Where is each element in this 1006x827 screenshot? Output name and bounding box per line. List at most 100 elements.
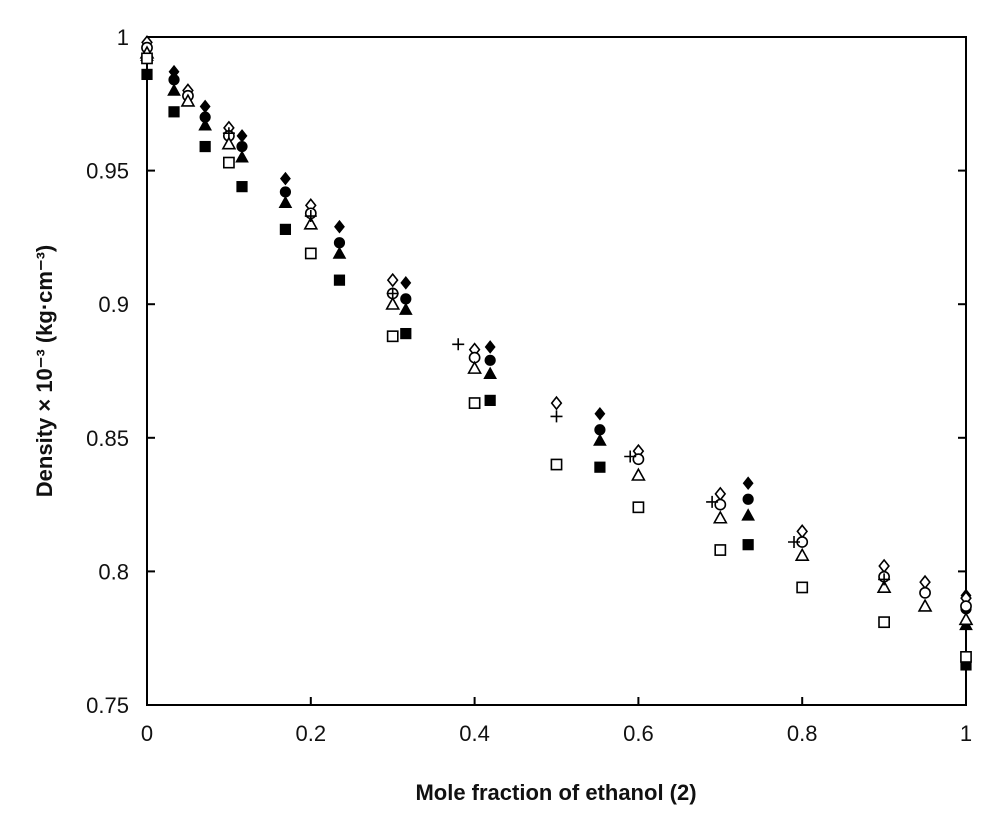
- data-point-open-triangle: [180, 93, 196, 107]
- data-point-filled-square: [484, 394, 496, 406]
- data-point-filled-circle: [236, 140, 248, 153]
- data-point-open-triangle: [917, 598, 933, 612]
- data-point-filled-circle: [484, 354, 496, 366]
- data-point-open-square: [141, 52, 153, 65]
- x-axis-title: Mole fraction of ethanol (2): [415, 780, 696, 805]
- data-point-open-diamond: [796, 524, 809, 539]
- data-point-open-triangle: [631, 467, 646, 481]
- x-tick-label: 0: [141, 721, 153, 746]
- data-points: [139, 35, 974, 671]
- data-point-filled-square: [333, 274, 346, 286]
- x-tick-label: 0.6: [623, 721, 654, 746]
- y-tick-label: 1: [117, 25, 129, 50]
- series-filled-circle: [141, 42, 972, 615]
- series-open-circle: [141, 41, 972, 613]
- data-point-open-triangle: [794, 547, 810, 561]
- data-point-filled-diamond: [199, 99, 211, 114]
- data-point-open-square: [878, 616, 890, 629]
- data-point-open-square: [468, 397, 481, 409]
- y-axis-ticks: 0.75 0.8 0.85 0.9 0.95 1: [86, 25, 966, 718]
- data-point-filled-square: [199, 140, 211, 153]
- y-tick-label: 0.85: [86, 426, 129, 451]
- data-point-filled-circle: [742, 493, 754, 505]
- x-axis-ticks: 0 0.2 0.4 0.6 0.8 1: [141, 697, 972, 746]
- data-point-plus: [624, 450, 637, 463]
- data-point-filled-square: [236, 181, 248, 193]
- y-axis-title: Density × 10⁻³ (kg·cm⁻³): [32, 245, 57, 497]
- data-point-plus: [386, 287, 399, 300]
- data-point-open-triangle: [467, 360, 482, 374]
- data-point-open-circle: [714, 498, 727, 511]
- plot-area: [146, 36, 967, 706]
- series-open-diamond: [141, 35, 972, 606]
- data-point-plus: [304, 210, 317, 223]
- data-point-open-triangle: [385, 296, 401, 310]
- data-point-open-triangle: [712, 510, 728, 524]
- data-point-plus: [878, 573, 891, 586]
- data-point-open-diamond: [550, 395, 563, 411]
- x-tick-label: 0.4: [459, 721, 490, 746]
- data-point-open-square: [223, 156, 235, 169]
- data-point-filled-square: [742, 539, 754, 551]
- data-point-open-diamond: [878, 558, 890, 574]
- x-tick-label: 0.8: [787, 721, 818, 746]
- y-tick-label: 0.9: [98, 292, 129, 317]
- series-open-square: [141, 52, 972, 663]
- data-point-filled-circle: [333, 237, 346, 249]
- data-point-open-triangle: [876, 579, 892, 594]
- data-point-plus: [452, 338, 465, 351]
- series-filled-square: [141, 68, 972, 671]
- series-open-triangle: [139, 45, 974, 626]
- data-point-open-diamond: [714, 486, 727, 502]
- data-point-filled-diamond: [279, 171, 291, 186]
- data-point-filled-diamond: [594, 406, 606, 421]
- data-point-filled-triangle: [741, 508, 755, 521]
- data-point-filled-triangle: [593, 433, 607, 446]
- data-point-open-triangle: [221, 136, 237, 150]
- data-point-plus: [550, 410, 563, 423]
- data-point-filled-diamond: [742, 476, 754, 491]
- data-point-plus: [706, 495, 719, 508]
- data-point-filled-triangle: [235, 150, 249, 163]
- series-filled-triangle: [140, 48, 973, 631]
- data-point-open-triangle: [958, 611, 974, 626]
- data-point-filled-circle: [400, 293, 412, 305]
- y-tick-label: 0.75: [86, 693, 129, 718]
- data-point-filled-square: [168, 106, 180, 118]
- data-point-filled-circle: [168, 74, 180, 86]
- data-point-open-square: [796, 581, 809, 594]
- data-point-open-triangle: [303, 216, 319, 230]
- data-point-open-circle: [960, 600, 972, 613]
- series-plus: [222, 127, 891, 586]
- data-point-filled-triangle: [198, 118, 212, 131]
- data-point-filled-triangle: [167, 83, 181, 96]
- data-point-open-square: [960, 651, 972, 663]
- data-point-plus: [788, 536, 801, 549]
- x-tick-label: 0.2: [296, 721, 327, 746]
- data-point-open-square: [714, 544, 727, 556]
- data-point-filled-triangle: [398, 302, 413, 315]
- data-point-open-circle: [919, 586, 931, 599]
- data-point-open-square: [550, 458, 563, 471]
- data-point-open-square: [386, 330, 399, 343]
- data-point-open-square: [632, 501, 645, 514]
- y-tick-label: 0.8: [98, 559, 129, 584]
- data-point-open-diamond: [919, 574, 931, 590]
- series-filled-diamond: [141, 35, 972, 603]
- data-point-filled-triangle: [483, 366, 498, 379]
- data-point-filled-diamond: [484, 340, 496, 354]
- data-point-open-circle: [632, 453, 645, 466]
- data-point-filled-diamond: [334, 219, 345, 234]
- data-point-filled-triangle: [332, 246, 347, 259]
- data-point-open-diamond: [386, 272, 399, 288]
- data-point-filled-circle: [279, 186, 292, 198]
- x-tick-label: 1: [960, 721, 972, 746]
- data-point-filled-diamond: [236, 129, 248, 143]
- y-tick-label: 0.95: [86, 159, 129, 184]
- data-point-plus: [222, 127, 235, 140]
- data-point-open-square: [304, 247, 317, 260]
- data-point-filled-diamond: [400, 276, 412, 290]
- data-point-filled-square: [141, 68, 153, 81]
- data-point-filled-square: [279, 223, 292, 235]
